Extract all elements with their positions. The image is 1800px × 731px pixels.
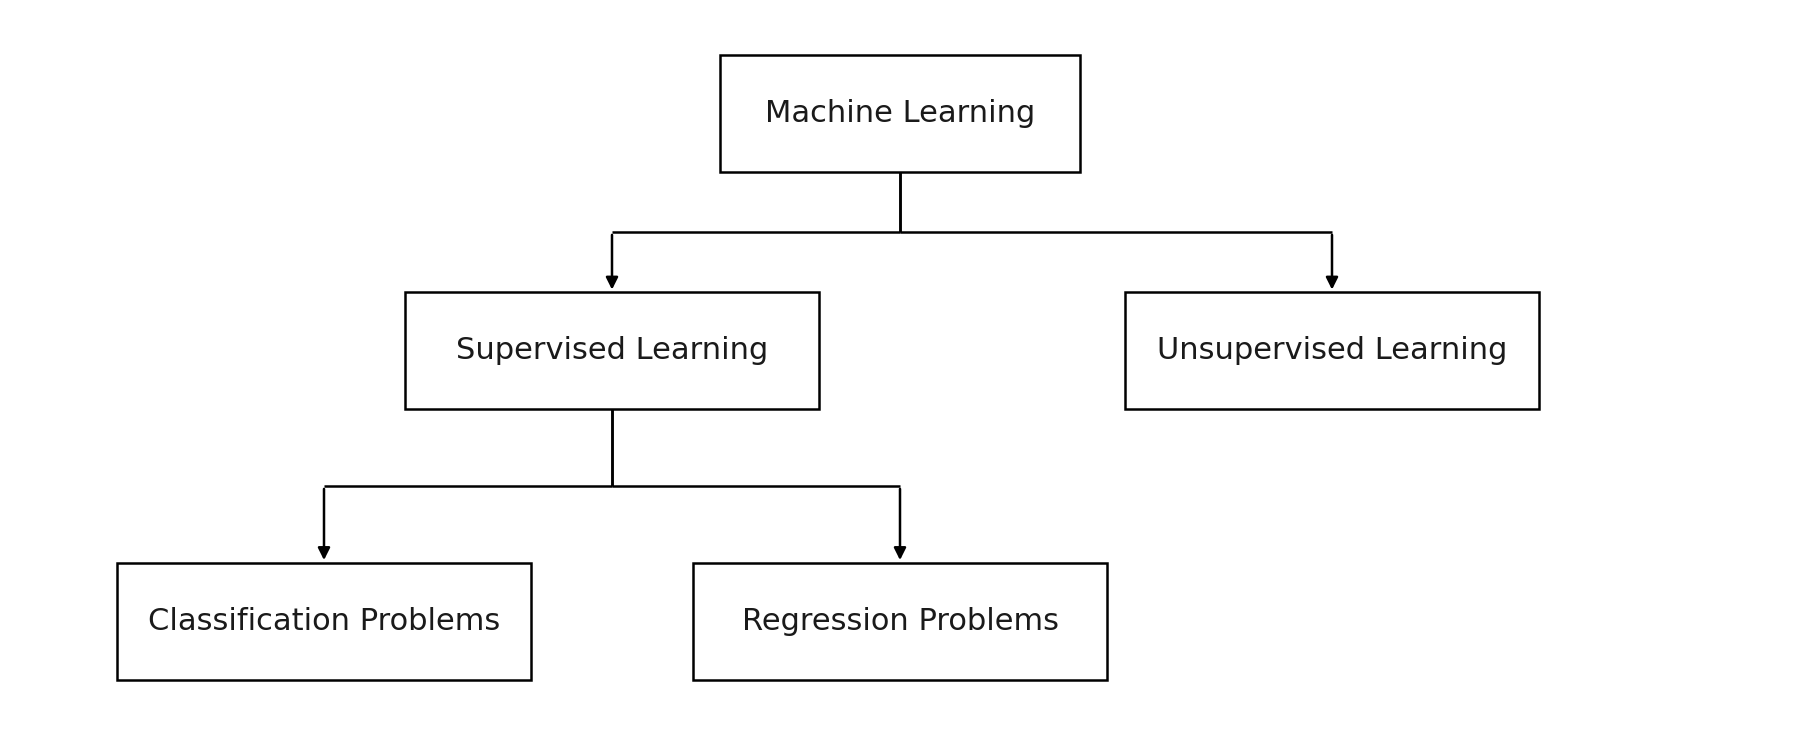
FancyBboxPatch shape — [720, 55, 1080, 172]
Text: Unsupervised Learning: Unsupervised Learning — [1157, 336, 1507, 366]
FancyBboxPatch shape — [1125, 292, 1539, 409]
Text: Regression Problems: Regression Problems — [742, 607, 1058, 636]
FancyBboxPatch shape — [405, 292, 819, 409]
FancyBboxPatch shape — [117, 563, 531, 680]
Text: Supervised Learning: Supervised Learning — [455, 336, 769, 366]
Text: Machine Learning: Machine Learning — [765, 99, 1035, 128]
Text: Classification Problems: Classification Problems — [148, 607, 500, 636]
FancyBboxPatch shape — [693, 563, 1107, 680]
